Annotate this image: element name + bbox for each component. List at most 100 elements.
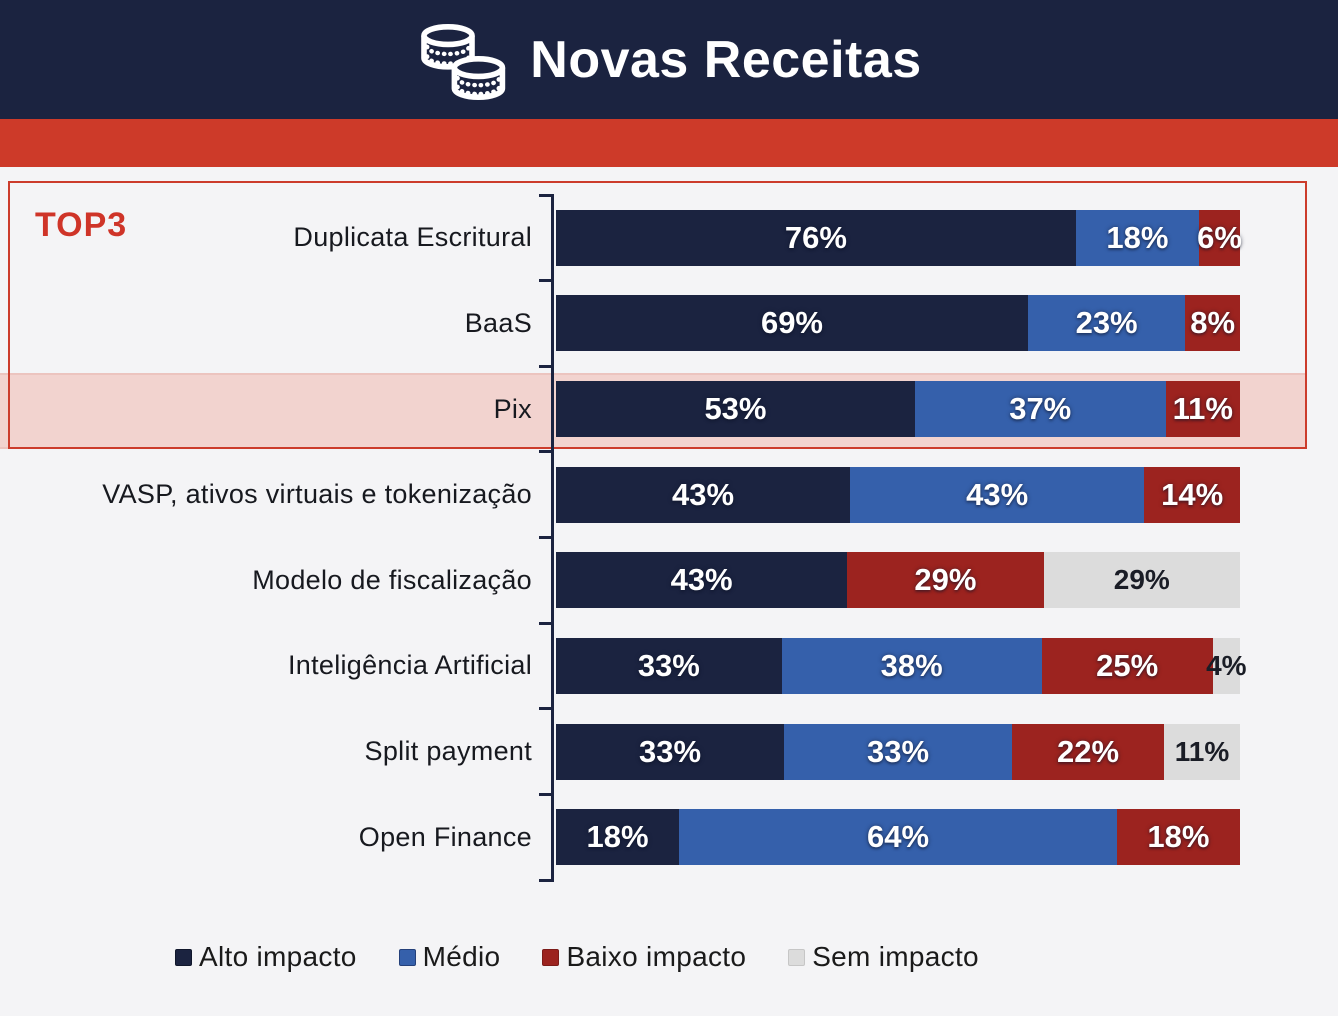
- segment-value-label: 14%: [1161, 476, 1224, 512]
- bar-segment: 33%: [556, 637, 782, 694]
- bar-segment: 18%: [1075, 209, 1199, 266]
- segment-value-label: 38%: [880, 647, 943, 683]
- bar-segment: 4%: [1206, 637, 1247, 694]
- header-bar: Novas Receitas: [0, 0, 1338, 119]
- bar-track: 33% 38% 25% 4%: [556, 637, 1247, 694]
- segment-value-label: 18%: [586, 819, 649, 855]
- bar-segment: 64%: [679, 809, 1117, 866]
- coins-icon: [421, 23, 506, 100]
- bar-track: 18% 64% 18%: [556, 809, 1241, 866]
- bar-track: 33% 33% 22% 11%: [556, 723, 1240, 780]
- segment-value-label: 33%: [866, 733, 930, 769]
- legend-label: Baixo impacto: [566, 941, 747, 972]
- chart-row: Duplicata Escritural 76% 18% 6%: [0, 195, 1338, 281]
- segment-value-label: 25%: [1096, 647, 1159, 683]
- chart-row: Modelo de fiscalização 43% 29% 29%: [0, 538, 1338, 624]
- segment-value-label: 11%: [1172, 391, 1233, 427]
- bar-track: 69% 23% 8%: [556, 295, 1240, 352]
- bar-segment: 22%: [1012, 723, 1164, 780]
- axis-tick: [539, 792, 554, 796]
- segment-value-label: 6%: [1197, 219, 1242, 255]
- category-label: Duplicata Escritural: [293, 222, 532, 253]
- bar-segment: 43%: [850, 466, 1145, 523]
- segment-value-label: 53%: [704, 391, 767, 427]
- chart-row: Open Finance 18% 64% 18%: [0, 794, 1338, 880]
- legend-item: Alto impacto: [175, 941, 357, 973]
- bar-segment: 38%: [781, 637, 1042, 694]
- chart-row: BaaS 69% 23% 8%: [0, 281, 1338, 367]
- category-label: Split payment: [364, 736, 532, 767]
- axis-tick: [539, 878, 554, 882]
- axis-tick: [539, 536, 554, 539]
- bar-segment: 33%: [784, 723, 1012, 780]
- axis-tick: [539, 621, 554, 625]
- bar-segment: 69%: [556, 295, 1028, 352]
- segment-value-label: 23%: [1075, 305, 1138, 341]
- bar-segment: 37%: [914, 381, 1166, 438]
- segment-value-label: 29%: [1113, 564, 1170, 596]
- chart-row: Split payment 33% 33% 22% 11%: [0, 709, 1338, 795]
- bar-segment: 53%: [556, 381, 915, 438]
- legend-item: Baixo impacto: [542, 941, 746, 973]
- segment-value-label: 43%: [966, 476, 1029, 512]
- segment-value-label: 18%: [1147, 819, 1210, 855]
- bar-segment: 8%: [1185, 295, 1240, 352]
- legend-label: Médio: [422, 941, 501, 972]
- category-axis: [539, 193, 554, 883]
- bar-segment: 18%: [1116, 809, 1241, 866]
- bar-segment: 11%: [1164, 723, 1240, 780]
- segment-value-label: 11%: [1174, 735, 1230, 767]
- segment-value-label: 69%: [760, 305, 823, 341]
- segment-value-label: 29%: [914, 562, 977, 598]
- bar-segment: 25%: [1041, 637, 1213, 694]
- stacked-bar-chart: Duplicata Escritural 76% 18% 6% BaaS 69% 23% 8%…: [0, 195, 1338, 880]
- top3-label: TOP3: [35, 206, 128, 244]
- legend-swatch-icon: [542, 948, 560, 966]
- category-label: Open Finance: [358, 821, 532, 852]
- bar-track: 53% 37% 11%: [556, 381, 1241, 438]
- legend-label: Alto impacto: [199, 941, 357, 972]
- axis-tick: [539, 193, 554, 197]
- segment-value-label: 8%: [1190, 305, 1236, 341]
- bar-segment: 18%: [556, 809, 680, 866]
- chart-legend: Alto impacto Médio Baixo impacto Sem impact…: [175, 936, 979, 978]
- accent-stripe: [0, 119, 1338, 167]
- legend-swatch-icon: [788, 948, 806, 966]
- bar-segment: 6%: [1197, 209, 1242, 266]
- segment-value-label: 37%: [1009, 391, 1072, 427]
- segment-value-label: 64%: [866, 819, 930, 855]
- axis-tick: [539, 364, 554, 368]
- bar-segment: 14%: [1144, 466, 1241, 523]
- segment-value-label: 76%: [784, 219, 847, 255]
- category-label: Pix: [493, 393, 532, 424]
- bar-segment: 43%: [556, 466, 851, 523]
- bar-segment: 29%: [1043, 552, 1240, 609]
- bar-segment: 11%: [1165, 381, 1241, 438]
- chart-row: Pix 53% 37% 11%: [0, 366, 1338, 452]
- bar-segment: 76%: [556, 209, 1076, 266]
- bar-segment: 33%: [556, 723, 784, 780]
- legend-swatch-icon: [398, 948, 416, 966]
- category-label: VASP, ativos virtuais e tokenização: [102, 479, 532, 510]
- segment-value-label: 33%: [638, 733, 702, 769]
- chart-row: VASP, ativos virtuais e tokenização 43% 43…: [0, 452, 1338, 538]
- legend-item: Médio: [398, 941, 501, 973]
- category-label: Modelo de fiscalização: [252, 564, 532, 595]
- bar-track: 43% 29% 29%: [556, 552, 1240, 609]
- bar-track: 76% 18% 6%: [556, 209, 1242, 266]
- segment-value-label: 22%: [1056, 733, 1120, 769]
- legend-item: Sem impacto: [788, 941, 979, 973]
- category-label: BaaS: [464, 307, 532, 338]
- segment-value-label: 18%: [1106, 219, 1169, 255]
- bar-segment: 29%: [847, 552, 1044, 609]
- axis-tick: [539, 707, 554, 711]
- segment-value-label: 4%: [1206, 649, 1247, 681]
- legend-swatch-icon: [175, 948, 192, 966]
- bar-track: 43% 43% 14%: [556, 466, 1241, 523]
- axis-tick: [539, 450, 554, 454]
- chart-row: Inteligência Artificial 33% 38% 25% 4%: [0, 623, 1338, 709]
- segment-value-label: 43%: [672, 476, 735, 512]
- axis-tick: [539, 279, 554, 283]
- bar-segment: 23%: [1027, 295, 1186, 352]
